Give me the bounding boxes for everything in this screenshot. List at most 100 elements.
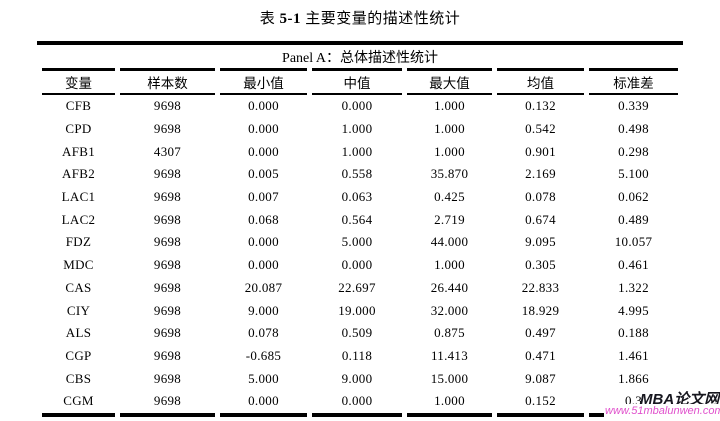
value-cell: 26.440 (430, 279, 469, 295)
value-cell: 44.000 (430, 234, 469, 250)
value-cell: 4307 (153, 143, 182, 159)
table-row: CIY 9698 9.000 19.000 32.000 18.929 4.995 (42, 299, 678, 322)
value-cell: 10.057 (614, 234, 653, 250)
value-cell: 0.339 (618, 98, 649, 114)
column-header-row: 变量 样本数 最小值 中值 最大值 均值 标准差 (42, 68, 679, 95)
value-cell: 0.305 (525, 257, 556, 273)
descriptive-statistics-table: Panel A：总体描述性统计 变量 样本数 最小值 中值 最大值 均值 标准差 CFB 96… (37, 41, 684, 417)
column-header: 标准差 (589, 68, 679, 95)
panel-header-row: Panel A：总体描述性统计 (42, 45, 678, 68)
variable-cell: LAC2 (61, 211, 96, 227)
value-cell: 0.063 (341, 189, 373, 205)
value-cell: 1.322 (618, 279, 649, 295)
value-cell: 0.000 (312, 390, 402, 417)
variable-cell: CPD (65, 121, 92, 137)
value-cell: 0.875 (434, 325, 465, 341)
value-cell: 9.000 (248, 302, 279, 318)
table-row: ALS 9698 0.078 0.509 0.875 0.497 0.188 (42, 322, 678, 345)
value-cell: 0.188 (618, 325, 649, 341)
table-row: AFB2 9698 0.005 0.558 35.870 2.169 5.100 (42, 163, 678, 186)
value-cell: 9698 (153, 302, 182, 318)
value-cell: 0.901 (525, 143, 556, 159)
value-cell: 0.471 (525, 347, 556, 363)
value-cell: 0.068 (248, 211, 279, 227)
value-cell: 0.498 (618, 121, 649, 137)
value-cell: 9698 (153, 325, 182, 341)
variable-cell: CAS (65, 279, 92, 295)
value-cell: 2.719 (434, 211, 465, 227)
value-cell: 0.674 (525, 211, 556, 227)
value-cell: 9698 (120, 390, 215, 417)
value-cell: 9698 (153, 234, 182, 250)
watermark-site-name: MBA论文网 (640, 391, 720, 408)
value-cell: 9698 (153, 98, 182, 114)
value-cell: 9.000 (341, 370, 373, 386)
value-cell: 35.870 (430, 166, 469, 182)
value-cell: 0.118 (341, 347, 373, 363)
value-cell: 0.007 (248, 189, 279, 205)
value-cell: 9698 (153, 257, 182, 273)
value-cell: -0.685 (245, 347, 282, 363)
value-cell: 4.995 (618, 302, 649, 318)
table-title-suffix: 主要变量的描述性统计 (301, 11, 461, 27)
value-cell: 0.152 (497, 390, 584, 417)
value-cell: 9.087 (525, 370, 556, 386)
watermark-site-url: www.51mbalunwen.com (604, 404, 720, 419)
table-row: LAC2 9698 0.068 0.564 2.719 0.674 0.489 (42, 208, 678, 231)
value-cell: 0.497 (525, 325, 556, 341)
value-cell: 1.461 (618, 347, 649, 363)
value-cell: 19.000 (338, 302, 376, 318)
value-cell: 0.425 (434, 189, 465, 205)
column-header: 样本数 (120, 68, 215, 95)
table-row: CAS 9698 20.087 22.697 26.440 22.833 1.322 (42, 277, 678, 300)
table-row: AFB1 4307 0.000 1.000 1.000 0.901 0.298 (42, 140, 678, 163)
value-cell: 32.000 (430, 302, 469, 318)
value-cell: 9.095 (525, 234, 556, 250)
value-cell: 0.000 (248, 121, 279, 137)
value-cell: 0.005 (248, 166, 279, 182)
value-cell: 1.000 (434, 121, 465, 137)
column-header: 中值 (312, 68, 402, 95)
variable-cell: CGP (65, 347, 92, 363)
panel-header: Panel A：总体描述性统计 (282, 50, 438, 66)
value-cell: 0.000 (248, 98, 279, 114)
variable-cell: CBS (65, 370, 92, 386)
value-cell: 1.000 (434, 257, 465, 273)
value-cell: 1.000 (341, 121, 373, 137)
value-cell: 9698 (153, 211, 182, 227)
column-header: 最小值 (220, 68, 307, 95)
table-row: CBS 9698 5.000 9.000 15.000 9.087 1.866 (42, 367, 678, 390)
value-cell: 9698 (153, 347, 182, 363)
table-row: CGP 9698 -0.685 0.118 11.413 0.471 1.461 (42, 345, 678, 368)
value-cell: 0.000 (341, 257, 373, 273)
value-cell: 9698 (153, 189, 182, 205)
value-cell: 18.929 (521, 302, 560, 318)
column-header: 均值 (497, 68, 584, 95)
value-cell: 0.461 (618, 257, 649, 273)
variable-cell: MDC (63, 257, 94, 273)
value-cell: 0.132 (525, 98, 556, 114)
value-cell: 9698 (153, 370, 182, 386)
value-cell: 0.000 (248, 234, 279, 250)
table-row: CPD 9698 0.000 1.000 1.000 0.542 0.498 (42, 118, 678, 141)
value-cell: 0.298 (618, 143, 649, 159)
table-title: 表 5-1 主要变量的描述性统计 (0, 7, 720, 28)
value-cell: 0.078 (525, 189, 556, 205)
table-title-number: 5-1 (279, 11, 301, 27)
column-header: 最大值 (407, 68, 492, 95)
value-cell: 9698 (153, 121, 182, 137)
value-cell: 22.833 (521, 279, 560, 295)
value-cell: 0.542 (525, 121, 556, 137)
value-cell: 9698 (153, 166, 182, 182)
variable-cell: CFB (65, 98, 92, 114)
value-cell: 5.000 (248, 370, 279, 386)
table-row: FDZ 9698 0.000 5.000 44.000 9.095 10.057 (42, 231, 678, 254)
variable-cell: ALS (65, 325, 92, 341)
table-row: CGM 9698 0.000 0.000 1.000 0.152 0.3 (42, 390, 679, 417)
value-cell: 5.000 (341, 234, 373, 250)
variable-cell: LAC1 (61, 189, 96, 205)
table-title-prefix: 表 (259, 11, 280, 27)
variable-cell: CIY (66, 302, 91, 318)
value-cell: 0.078 (248, 325, 279, 341)
